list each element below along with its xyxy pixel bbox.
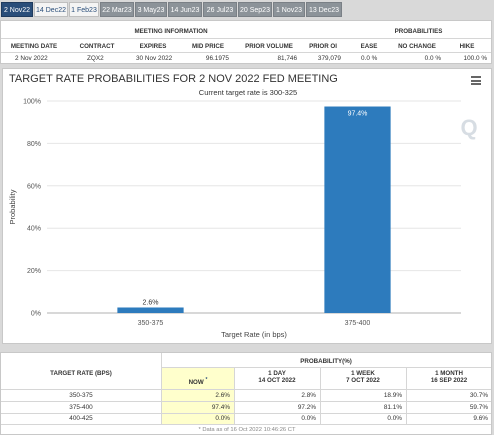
y-tick-label: 40% xyxy=(27,226,41,233)
y-tick-label: 80% xyxy=(27,141,41,148)
y-tick-label: 0% xyxy=(31,311,41,318)
x-tick-label-350-375: 350-375 xyxy=(138,320,164,327)
now-asterisk: * xyxy=(205,377,208,383)
tab-14-dec22[interactable]: 14 Dec22 xyxy=(34,2,68,17)
value-meeting-date: 2 Nov 2022 xyxy=(15,55,48,62)
value-no-change: 0.0 % xyxy=(424,55,441,62)
value-contract: ZQX2 xyxy=(87,55,104,62)
value-prior-volume: 81,746 xyxy=(277,55,297,62)
tab-26-jul23[interactable]: 26 Jul23 xyxy=(203,2,237,17)
row-350-375-1month: 30.7% xyxy=(469,392,488,399)
y-tick-label: 20% xyxy=(27,268,41,275)
chart-subtitle: Current target rate is 300-325 xyxy=(198,88,298,97)
x-tick-label-375-400: 375-400 xyxy=(345,320,371,327)
header-no-change: NO CHANGE xyxy=(398,43,436,50)
value-ease: 0.0 % xyxy=(361,55,378,62)
meeting-information-table: MEETING INFORMATION PROBABILITIES MEETIN… xyxy=(0,20,492,64)
header-hike: HIKE xyxy=(459,43,475,50)
row-rate-400-425: 400-425 xyxy=(69,415,93,422)
header-expires: EXPIRES xyxy=(139,43,167,50)
y-tick-label: 60% xyxy=(27,183,41,190)
tab-3-may23[interactable]: 3 May23 xyxy=(135,2,167,17)
hamburger-menu-icon[interactable] xyxy=(471,76,481,85)
tab-22-mar23[interactable]: 22 Mar23 xyxy=(100,2,134,17)
header-now: NOW * xyxy=(188,377,208,387)
chart-watermark: Q xyxy=(460,115,477,140)
tab-13-dec23[interactable]: 13 Dec23 xyxy=(306,2,342,17)
meeting-information-heading: MEETING INFORMATION xyxy=(134,28,208,35)
value-expires: 30 Nov 2022 xyxy=(136,55,173,62)
row-rate-350-375: 350-375 xyxy=(69,392,93,399)
probabilities-heading: PROBABILITIES xyxy=(394,28,443,35)
tab-1-nov23[interactable]: 1 Nov23 xyxy=(273,2,305,17)
header-1-week: 1 WEEK 7 OCT 2022 xyxy=(346,370,380,384)
header-ease: EASE xyxy=(360,43,378,50)
y-axis-title: Probability xyxy=(8,189,17,224)
probability-table: TARGET RATE (BPS) PROBABILITY(%) NOW * 1… xyxy=(0,352,492,435)
tab-1-feb23[interactable]: 1 Feb23 xyxy=(69,2,99,17)
row-375-400-1day: 97.2% xyxy=(297,404,316,411)
row-350-375-1day: 2.8% xyxy=(301,392,316,399)
header-mid-price: MID PRICE xyxy=(192,43,224,50)
value-prior-oi: 379,079 xyxy=(317,55,341,62)
row-400-425-1day: 0.0% xyxy=(301,415,316,422)
row-375-400-now: 97.4% xyxy=(211,404,230,411)
header-probability: PROBABILITY(%) xyxy=(300,358,352,365)
data-label-375-400: 97.4% xyxy=(348,111,368,118)
bar-375-400 xyxy=(324,106,391,314)
row-400-425-1week: 0.0% xyxy=(387,415,402,422)
tab-20-sep23[interactable]: 20 Sep23 xyxy=(238,2,272,17)
y-tick-label: 100% xyxy=(23,99,41,106)
header-meeting-date: MEETING DATE xyxy=(10,43,58,50)
data-label-350-375: 2.6% xyxy=(143,299,159,306)
row-375-400-1week: 81.1% xyxy=(383,404,402,411)
header-prior-oi: PRIOR OI xyxy=(309,43,337,50)
header-target-rate: TARGET RATE (BPS) xyxy=(50,370,112,377)
row-rate-375-400: 375-400 xyxy=(69,404,93,411)
tab-14-jun23[interactable]: 14 Jun23 xyxy=(168,2,202,17)
x-axis-title: Target Rate (in bps) xyxy=(221,330,287,339)
data-timestamp-footnote: * Data as of 16 Oct 2022 10:46:26 CT xyxy=(198,427,296,433)
row-400-425-now: 0.0% xyxy=(215,415,230,422)
chart-plot: Q 0% 20% 40% 60% 80% 100% 2.6% 350-375 97.4% 375-4… xyxy=(8,99,478,340)
now-column-highlight xyxy=(162,368,234,424)
value-mid-price: 96.1975 xyxy=(205,55,229,62)
value-hike: 100.0 % xyxy=(463,55,487,62)
tab-2-nov22[interactable]: 2 Nov22 xyxy=(1,2,33,17)
bar-350-375 xyxy=(117,307,184,313)
meeting-tabs: 2 Nov22 14 Dec22 1 Feb23 22 Mar23 3 May2… xyxy=(0,0,494,18)
row-400-425-1month: 9.6% xyxy=(473,415,488,422)
row-350-375-now: 2.6% xyxy=(215,392,230,399)
chart-title: TARGET RATE PROBABILITIES FOR 2 NOV 2022… xyxy=(9,73,338,85)
header-1-day: 1 DAY 14 OCT 2022 xyxy=(258,370,296,384)
header-contract: CONTRACT xyxy=(79,43,115,50)
row-375-400-1month: 59.7% xyxy=(469,404,488,411)
header-prior-volume: PRIOR VOLUME xyxy=(245,43,293,50)
probability-chart: TARGET RATE PROBABILITIES FOR 2 NOV 2022… xyxy=(2,68,492,344)
row-350-375-1week: 18.9% xyxy=(383,392,402,399)
header-1-month: 1 MONTH 16 SEP 2022 xyxy=(430,370,468,384)
